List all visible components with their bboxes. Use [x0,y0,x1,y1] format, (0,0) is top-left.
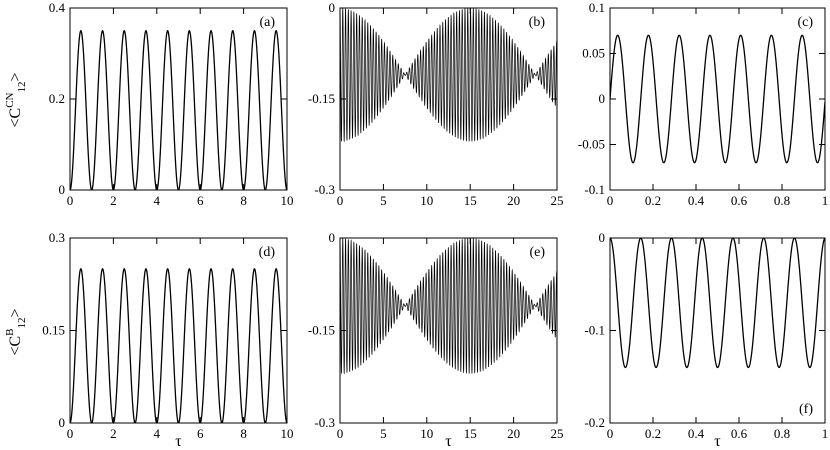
x-tick-label: 25 [551,426,564,441]
y-tick-label: 0.15 [42,323,65,338]
series-line [70,29,287,190]
x-tick-label: 0 [607,193,614,208]
row-label-b: <CB12> [4,308,28,355]
y-tick-label: 0 [599,230,606,245]
y-tick-label: 0 [329,0,336,15]
x-tick-label: 15 [464,193,477,208]
series-line [340,238,557,375]
x-tick-label: 2 [110,193,117,208]
x-tick-label: 15 [464,426,477,441]
series-line [340,8,557,143]
x-tick-label: 10 [420,426,433,441]
panel-c: 0 0.2 0.4 0.6 0.8 1 -0.1 -0.05 0 0.05 0.1 (c) [578,0,828,208]
x-tick-label: 0 [337,426,344,441]
x-tick-label: 10 [281,426,294,441]
x-tick-label: 5 [380,426,387,441]
y-tick-label: -0.15 [308,323,335,338]
y-tick-label: -0.3 [314,182,335,197]
y-tick-label: 0.2 [49,91,65,106]
x-tick-label: 0.8 [774,426,790,441]
y-axis-title: <CB12> [4,308,28,355]
y-tick-label: -0.3 [314,415,335,430]
panel-label: (d) [259,245,276,260]
x-tick-label: 0.2 [645,426,661,441]
x-tick-label: 10 [420,193,433,208]
x-tick-label: 0.6 [731,426,748,441]
x-tick-label: 25 [551,193,564,208]
x-tick-label: 0.8 [774,193,790,208]
y-tick-label: -0.05 [578,137,605,152]
x-tick-label: 4 [154,426,161,441]
series-line [70,268,287,423]
x-tick-label: 0.6 [731,193,748,208]
y-tick-label: -0.1 [584,323,605,338]
panel-a: 0 2 4 6 8 10 0 0.2 0.4 (a) [49,0,294,208]
panel-label: (a) [259,15,275,30]
panel-f: 0 0.2 0.4 0.6 0.8 1 -0.2 -0.1 0 (f) [584,230,828,441]
y-tick-label: 0.3 [49,230,65,245]
x-tick-label: 0 [67,193,74,208]
x-tick-label: 0 [607,426,614,441]
panel-b: 0 5 10 15 20 25 -0.3 -0.15 0 (b) [308,0,564,208]
y-tick-label: 0 [329,230,336,245]
y-tick-label: 0.1 [589,0,605,15]
x-axis-title: τ [714,433,721,450]
x-tick-label: 0 [337,193,344,208]
x-tick-label: 2 [110,426,117,441]
x-axis-title: τ [175,433,182,450]
y-tick-label: 0.05 [582,46,605,61]
y-tick-label: -0.15 [308,91,335,106]
x-axis-title: τ [445,433,452,450]
panel-label: (f) [799,402,813,417]
y-tick-label: -0.2 [584,415,605,430]
row-label-cn: <CCN12> [4,72,28,127]
x-tick-label: 8 [240,193,247,208]
panel-d: 0 2 4 6 8 10 0 0.15 0.3 (d) [42,230,293,441]
y-tick-label: -0.1 [584,182,605,197]
series-line [610,238,825,369]
x-tick-label: 8 [240,426,247,441]
x-tick-label: 20 [507,193,520,208]
y-axis-title: <CCN12> [4,72,28,127]
x-tick-label: 10 [281,193,294,208]
x-tick-label: 0.4 [688,426,705,441]
y-tick-label: 0 [59,182,66,197]
x-tick-label: 20 [507,426,520,441]
x-tick-label: 6 [197,426,204,441]
x-tick-label: 0 [67,426,74,441]
panel-label: (c) [797,15,813,30]
x-tick-label: 0.4 [688,193,705,208]
x-tick-label: 0.2 [645,193,661,208]
plot-frame [69,237,288,424]
y-tick-label: 0 [599,91,606,106]
panel-label: (e) [529,245,545,260]
plot-frame [69,7,288,191]
panel-label: (b) [529,15,546,30]
x-tick-label: 4 [154,193,161,208]
y-tick-label: 0.4 [49,0,66,15]
x-tick-label: 1 [822,193,829,208]
x-tick-label: 5 [380,193,387,208]
panel-e: 0 5 10 15 20 25 -0.3 -0.15 0 (e) [308,230,564,441]
series-line [610,34,825,164]
y-tick-label: 0 [59,415,66,430]
plot-frame [609,237,826,424]
x-tick-label: 1 [822,426,829,441]
x-tick-label: 6 [197,193,204,208]
